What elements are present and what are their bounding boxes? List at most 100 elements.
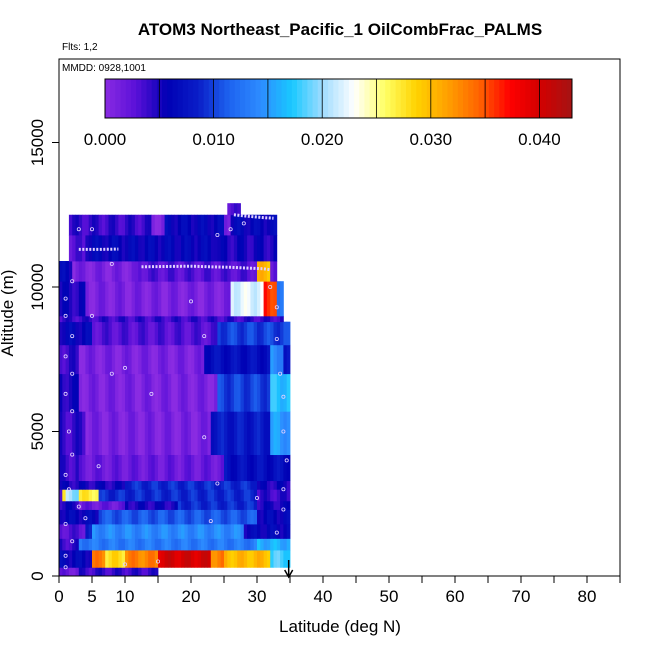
heatmap-cell (101, 214, 106, 236)
sample-point (202, 435, 207, 440)
heatmap-cell (167, 500, 172, 510)
heatmap-cell (141, 214, 146, 236)
sample-point (274, 336, 279, 341)
heatmap-cell (121, 321, 126, 346)
heatmap-cell (280, 411, 284, 456)
heatmap-cell (197, 500, 202, 510)
heatmap-cell (257, 281, 261, 317)
heatmap-cell (118, 281, 123, 317)
sample-point (63, 354, 68, 359)
heatmap-cell (148, 260, 152, 282)
heatmap-cell (105, 567, 109, 577)
colorbar-segment (182, 79, 189, 118)
heatmap-cell (82, 321, 86, 346)
heatmap-cell (276, 509, 281, 525)
sample-point (188, 299, 193, 304)
heatmap-cell (247, 500, 251, 510)
heatmap-cell (59, 523, 63, 539)
heatmap-cell (134, 214, 139, 236)
heatmap-cell (273, 260, 278, 282)
colorbar-segment (229, 79, 236, 118)
heatmap-cell (266, 509, 271, 525)
heatmap-cell (204, 234, 208, 262)
heatmap-cell (164, 321, 169, 346)
heatmap-cell (111, 214, 116, 236)
heatmap-cell (220, 260, 225, 282)
heatmap-cell (227, 454, 231, 482)
heatmap-cell (141, 523, 146, 539)
colorbar-segment (136, 79, 142, 118)
heatmap-cell (92, 489, 96, 502)
heatmap-cell (280, 281, 284, 317)
colorbar-segment (312, 79, 319, 118)
heatmap-cell (177, 509, 182, 525)
heatmap-cell (98, 214, 103, 236)
heatmap-cell (134, 321, 139, 346)
heatmap-cell (243, 315, 248, 323)
heatmap-cell (105, 373, 109, 412)
heatmap-cell (151, 260, 156, 282)
heatmap-cell (233, 344, 238, 375)
heatmap-cell (250, 234, 255, 262)
heatmap-cell (141, 411, 146, 456)
heatmap-cell (177, 344, 182, 375)
heatmap-cell (95, 549, 99, 568)
heatmap-cell (134, 411, 139, 456)
heatmap (59, 203, 291, 577)
heatmap-cell (108, 315, 113, 323)
heatmap-cell (227, 234, 231, 262)
heatmap-cell (200, 315, 205, 323)
heatmap-cell (197, 315, 202, 323)
heatmap-cell (187, 500, 192, 510)
heatmap-cell (171, 344, 175, 375)
heatmap-cell (131, 234, 136, 262)
heatmap-cell (161, 538, 165, 551)
heatmap-cell (128, 549, 132, 568)
heatmap-cell (85, 567, 90, 577)
heatmap-cell (128, 500, 132, 510)
heatmap-cell (75, 549, 80, 568)
sample-point (215, 481, 220, 486)
colorbar-segment (374, 79, 381, 118)
heatmap-cell (200, 411, 205, 456)
heatmap-cell (204, 214, 208, 236)
heatmap-cell (224, 411, 228, 456)
heatmap-cell (141, 321, 146, 346)
heatmap-cell (191, 523, 195, 539)
heatmap-cell (161, 523, 165, 539)
heatmap-cell (144, 454, 149, 482)
sample-point (63, 313, 68, 318)
heatmap-cell (233, 538, 238, 551)
heatmap-cell (184, 454, 189, 482)
heatmap-cell (207, 454, 212, 482)
heatmap-cell (62, 321, 66, 346)
heatmap-cell (105, 500, 109, 510)
heatmap-cell (280, 500, 284, 510)
heatmap-cell (167, 509, 172, 525)
heatmap-cell (88, 480, 93, 490)
heatmap-cell (148, 411, 152, 456)
heatmap-cell (230, 500, 235, 510)
end-marker-head (284, 569, 294, 579)
sample-point (76, 504, 81, 509)
heatmap-cell (95, 500, 99, 510)
heatmap-cell (82, 538, 86, 551)
heatmap-cell (108, 538, 113, 551)
heatmap-cell (131, 373, 136, 412)
heatmap-cell (85, 509, 90, 525)
heatmap-cell (68, 214, 73, 236)
sample-point (63, 296, 68, 301)
x-axis-title: Latitude (deg N) (279, 617, 401, 636)
heatmap-cell (263, 549, 268, 568)
heatmap-cell (266, 549, 271, 568)
heatmap-cell (131, 509, 136, 525)
heatmap-cell (253, 373, 258, 412)
heatmap-cell (72, 480, 76, 490)
heatmap-cell (78, 523, 83, 539)
heatmap-cell (131, 489, 136, 502)
heatmap-cell (138, 480, 142, 490)
heatmap-cell (174, 411, 179, 456)
heatmap-cell (59, 321, 63, 346)
heatmap-cell (158, 489, 162, 502)
colorbar-segment (566, 79, 573, 118)
